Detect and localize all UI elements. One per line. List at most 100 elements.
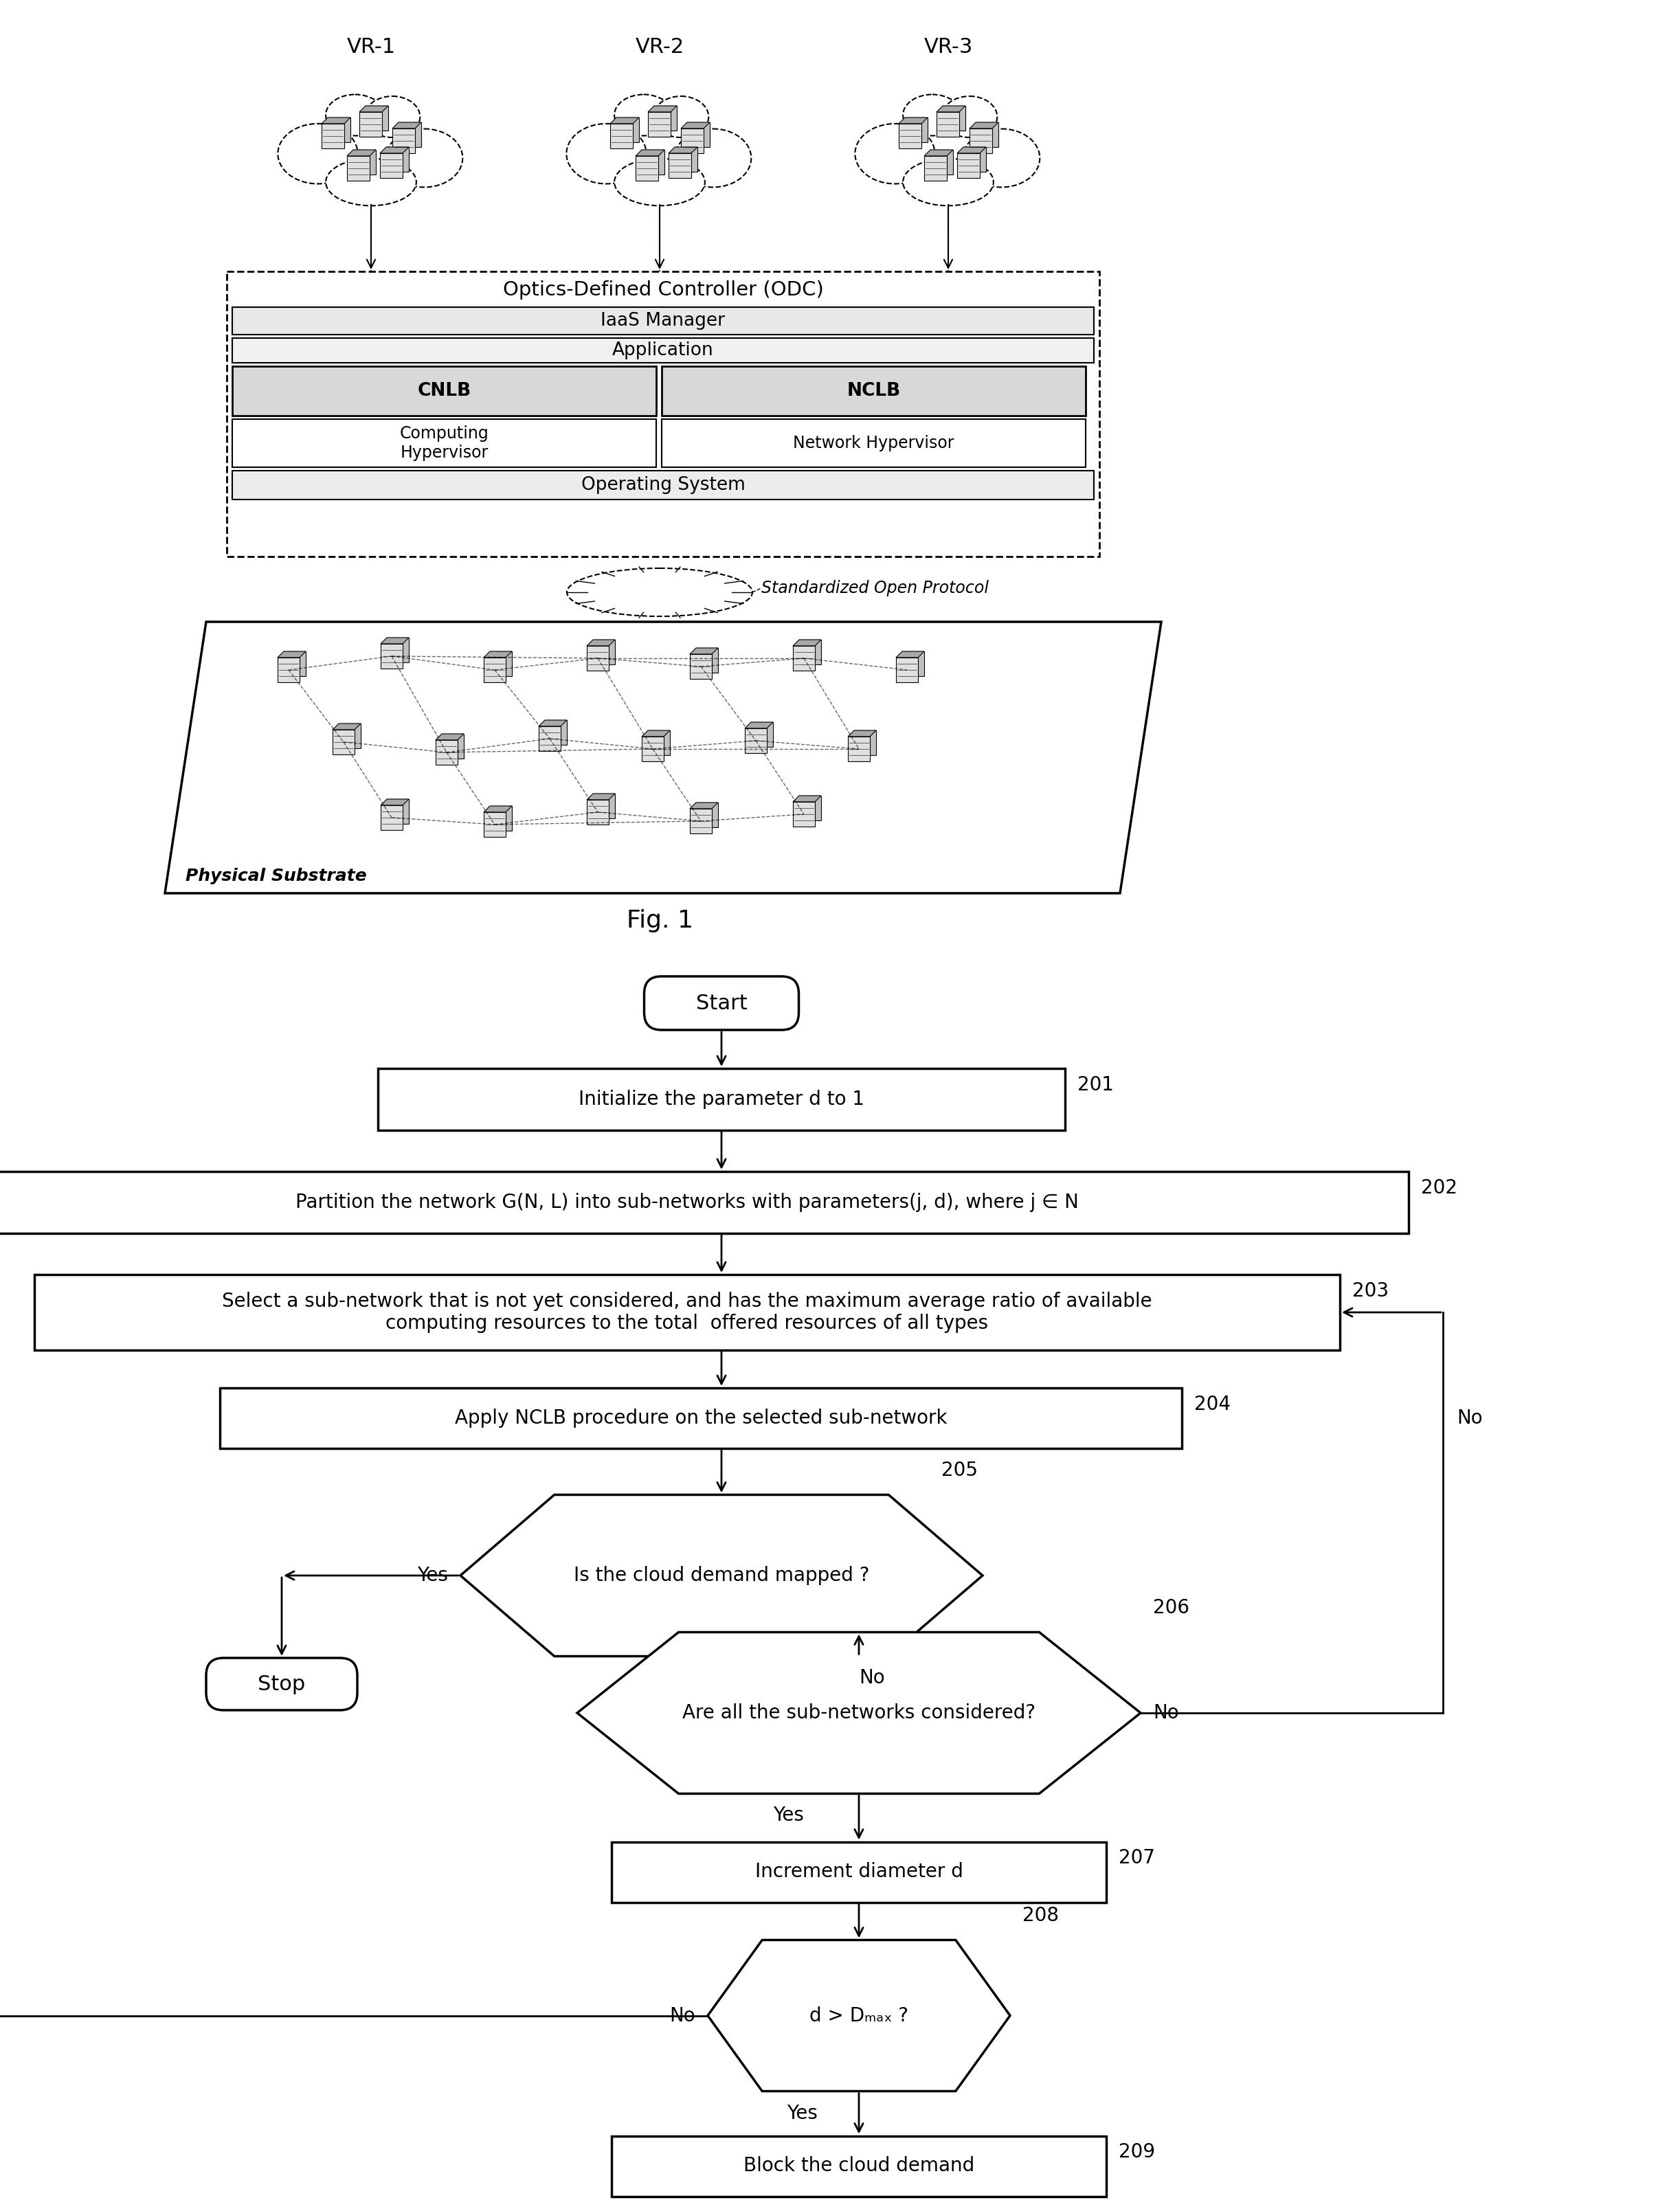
Polygon shape: [586, 793, 615, 800]
Ellipse shape: [312, 121, 430, 194]
Bar: [848, 736, 870, 762]
Bar: [800, 795, 822, 820]
Bar: [642, 150, 665, 175]
Text: VR-2: VR-2: [635, 38, 684, 57]
Text: No: No: [670, 2006, 696, 2026]
Polygon shape: [586, 641, 615, 645]
Bar: [899, 124, 921, 148]
Polygon shape: [936, 106, 966, 113]
Bar: [386, 800, 408, 824]
Polygon shape: [899, 117, 927, 124]
Bar: [232, 471, 1094, 499]
Text: 206: 206: [1152, 1597, 1189, 1617]
Bar: [942, 106, 966, 130]
Bar: [232, 338, 1094, 362]
Text: Initialize the parameter d to 1: Initialize the parameter d to 1: [578, 1089, 865, 1109]
Text: Fig. 1: Fig. 1: [627, 910, 692, 932]
Ellipse shape: [566, 568, 753, 616]
Bar: [654, 106, 677, 130]
Bar: [936, 113, 959, 137]
Text: 203: 203: [1352, 1281, 1389, 1301]
Bar: [435, 740, 457, 764]
Text: Yes: Yes: [786, 2103, 818, 2123]
Text: Yes: Yes: [773, 1807, 805, 1825]
Ellipse shape: [890, 121, 1006, 194]
Text: Select a sub-network that is not yet considered, and has the maximum average rat: Select a sub-network that is not yet con…: [222, 1292, 1152, 1332]
Polygon shape: [484, 652, 512, 658]
Polygon shape: [393, 121, 422, 128]
Bar: [381, 643, 403, 669]
Bar: [378, 1069, 1065, 1131]
Polygon shape: [648, 106, 677, 113]
Bar: [635, 157, 659, 181]
Text: Stop: Stop: [259, 1674, 306, 1694]
Text: No: No: [858, 1668, 885, 1688]
Bar: [544, 720, 566, 744]
Polygon shape: [690, 802, 717, 808]
Bar: [931, 150, 953, 175]
Bar: [648, 731, 670, 755]
Bar: [895, 658, 917, 683]
Polygon shape: [707, 1940, 1010, 2092]
FancyBboxPatch shape: [207, 1659, 358, 1710]
Bar: [793, 802, 815, 826]
Ellipse shape: [942, 97, 998, 137]
Bar: [662, 420, 1085, 468]
Ellipse shape: [902, 159, 993, 205]
Polygon shape: [381, 638, 408, 643]
Text: Yes: Yes: [417, 1566, 449, 1586]
Bar: [398, 121, 422, 148]
Polygon shape: [380, 148, 408, 152]
Polygon shape: [165, 621, 1161, 892]
FancyBboxPatch shape: [643, 976, 798, 1029]
Ellipse shape: [902, 95, 961, 135]
Ellipse shape: [326, 159, 417, 205]
Text: 209: 209: [1119, 2143, 1156, 2163]
Text: Standardized Open Protocol: Standardized Open Protocol: [761, 581, 990, 596]
Bar: [617, 117, 638, 141]
Bar: [484, 813, 506, 837]
Polygon shape: [360, 106, 388, 113]
Bar: [610, 124, 633, 148]
Text: Network Hypervisor: Network Hypervisor: [793, 435, 954, 451]
Text: Increment diameter d: Increment diameter d: [754, 1862, 963, 1882]
Bar: [321, 124, 344, 148]
Polygon shape: [793, 795, 822, 802]
Polygon shape: [669, 148, 697, 152]
Ellipse shape: [963, 128, 1040, 188]
Bar: [386, 148, 408, 172]
Text: NCLB: NCLB: [847, 382, 900, 400]
Text: Physical Substrate: Physical Substrate: [185, 868, 366, 884]
Ellipse shape: [365, 97, 420, 137]
Polygon shape: [969, 121, 998, 128]
Bar: [662, 367, 1085, 415]
Bar: [380, 152, 403, 179]
Bar: [958, 152, 979, 179]
Polygon shape: [680, 121, 709, 128]
Text: d > Dₘₐₓ ?: d > Dₘₐₓ ?: [810, 2006, 909, 2026]
Bar: [491, 652, 512, 676]
Text: 208: 208: [1023, 1906, 1058, 1924]
Text: No: No: [1152, 1703, 1179, 1723]
Bar: [348, 157, 370, 181]
Bar: [800, 641, 822, 665]
Polygon shape: [381, 800, 408, 806]
Polygon shape: [460, 1495, 983, 1657]
Text: 204: 204: [1194, 1394, 1231, 1414]
Text: Is the cloud demand mapped ?: Is the cloud demand mapped ?: [573, 1566, 869, 1586]
Text: VR-1: VR-1: [346, 38, 395, 57]
Bar: [386, 638, 408, 663]
Bar: [612, 1842, 1105, 1902]
Bar: [751, 722, 773, 747]
Text: IaaS Manager: IaaS Manager: [601, 311, 726, 329]
Text: Apply NCLB procedure on the selected sub-network: Apply NCLB procedure on the selected sub…: [455, 1409, 948, 1427]
Bar: [353, 150, 376, 175]
Bar: [696, 647, 717, 674]
Text: 202: 202: [1421, 1177, 1457, 1197]
Polygon shape: [333, 725, 361, 729]
Ellipse shape: [615, 159, 706, 205]
Bar: [442, 733, 464, 758]
Bar: [793, 645, 815, 672]
Polygon shape: [642, 731, 670, 736]
Polygon shape: [435, 733, 464, 740]
